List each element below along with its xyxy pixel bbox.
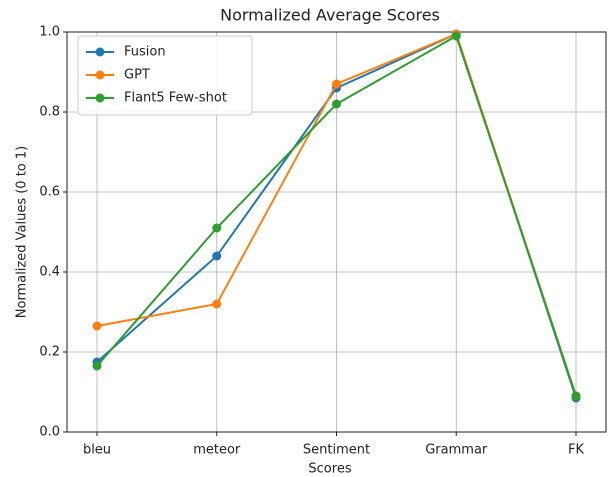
legend-box — [77, 35, 253, 116]
data-point — [212, 251, 222, 261]
data-point — [92, 361, 102, 371]
x-tick-label: bleu — [83, 443, 111, 458]
y-tick-label: 0.0 — [39, 425, 60, 440]
legend-marker — [95, 70, 105, 80]
data-point — [332, 79, 341, 89]
y-tick-label: 0.8 — [39, 105, 60, 120]
data-point — [92, 321, 102, 331]
data-point — [332, 99, 341, 109]
legend-marker — [95, 93, 105, 103]
x-tick-label: Grammar — [425, 443, 488, 458]
y-tick-label: 0.6 — [39, 185, 60, 200]
x-tick-label: FK — [568, 443, 584, 458]
y-axis-label: Normalized Values (0 to 1) — [15, 146, 30, 318]
legend-marker — [95, 47, 105, 57]
legend-label: Fusion — [124, 45, 166, 60]
y-tick-label: 0.2 — [39, 345, 60, 360]
x-tick-label: meteor — [193, 443, 241, 458]
data-point — [451, 31, 461, 41]
y-tick-label: 0.4 — [39, 265, 60, 280]
legend-label: GPT — [124, 68, 150, 83]
legend-label: Flant5 Few-shot — [124, 91, 227, 106]
plot-frame — [66, 31, 607, 433]
x-axis-label: Scores — [308, 462, 351, 477]
y-tick-label: 1.0 — [39, 25, 60, 40]
data-point — [212, 223, 222, 233]
data-point — [212, 299, 222, 309]
data-point — [571, 391, 581, 401]
chart-title: Normalized Average Scores — [220, 6, 440, 25]
x-tick-label: Sentiment — [303, 443, 370, 458]
